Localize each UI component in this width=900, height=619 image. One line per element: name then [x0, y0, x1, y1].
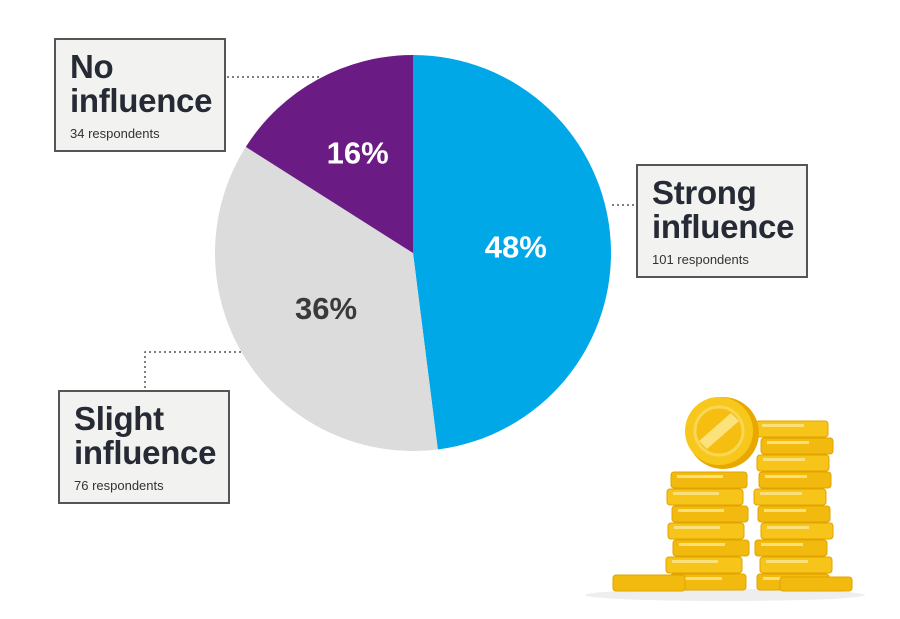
- callout-respondents: 34 respondents: [70, 126, 160, 141]
- pie-slices: [215, 55, 612, 451]
- callout-title: Slight influence: [74, 400, 217, 471]
- slice-label-strong-influence: 48%: [485, 230, 547, 265]
- callout-slight-influence: Slight influence 76 respondents: [58, 390, 230, 504]
- leader-slight-influence: [144, 351, 245, 388]
- callout-title: Strong influence: [652, 174, 795, 245]
- callout-title: No influence: [70, 48, 213, 119]
- slice-label-slight-influence: 36%: [295, 291, 357, 326]
- slice-label-no-influence: 16%: [327, 135, 389, 170]
- pie-slice-slight-influence: [215, 146, 438, 451]
- callout-leaders: [144, 76, 635, 388]
- pie-slice-no-influence: [245, 55, 413, 253]
- callout-respondents: 101 respondents: [652, 252, 749, 267]
- callout-no-influence: No influence 34 respondents: [54, 38, 226, 152]
- gold-coins-stack-icon: [585, 397, 865, 601]
- pie-slice-labels: 48% 36% 16%: [295, 135, 547, 326]
- callout-strong-influence: Strong influence 101 respondents: [636, 164, 808, 278]
- callout-respondents: 76 respondents: [74, 478, 164, 493]
- pie-slice-strong-influence: [413, 55, 612, 450]
